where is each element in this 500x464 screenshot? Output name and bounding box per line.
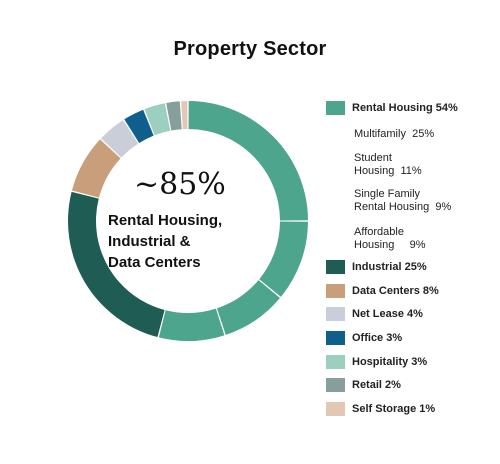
- legend-value: 54%: [435, 102, 458, 114]
- legend-value: 9%: [409, 239, 426, 251]
- donut-slice-student: [259, 221, 308, 297]
- donut-slice-retail: [166, 101, 182, 131]
- legend-swatch: [326, 307, 345, 321]
- legend-subitem-affordable-housing: Affordable Housing 9%: [354, 226, 426, 252]
- legend-value: 1%: [419, 403, 436, 415]
- legend-swatch: [326, 331, 345, 345]
- donut-slice-industrial: [68, 191, 165, 338]
- donut-slice-office: [124, 109, 154, 144]
- legend-label: Rental Housing: [352, 102, 433, 114]
- legend-label: Data Centers: [352, 285, 420, 297]
- center-line-1: Rental Housing,: [108, 212, 223, 229]
- legend-subitem-multifamily: Multifamily 25%: [354, 128, 434, 141]
- donut-center-text: ~85% Rental Housing, Industrial & Data C…: [108, 168, 268, 273]
- legend-label: Hospitality: [352, 356, 409, 368]
- legend-label-line1: Student: [354, 152, 392, 164]
- legend-value: 25%: [412, 128, 435, 140]
- legend-swatch: [326, 101, 345, 115]
- legend-value: 11%: [400, 165, 422, 177]
- legend-label: Office: [352, 332, 384, 344]
- donut-slice-multifamily: [188, 101, 308, 221]
- legend-value: 8%: [422, 285, 439, 297]
- donut-slice-data-centers: [71, 139, 121, 198]
- legend-label-line2: Housing: [354, 239, 395, 251]
- donut-slice-hospitality: [144, 103, 171, 136]
- center-percentage: ~85%: [134, 167, 226, 202]
- legend-value: 3%: [386, 332, 403, 344]
- legend-value: 9%: [435, 201, 452, 213]
- legend-swatch: [326, 402, 345, 416]
- legend-swatch: [326, 378, 345, 392]
- center-line-2: Industrial &: [108, 233, 191, 250]
- donut-slice-self-storage: [181, 101, 188, 130]
- legend-swatch: [326, 260, 345, 274]
- legend-value: 2%: [385, 379, 401, 391]
- legend-label-line1: Affordable: [354, 226, 404, 238]
- legend-label-line2: Rental Housing: [354, 201, 430, 213]
- legend-label: Net Lease: [352, 308, 404, 320]
- chart-title: Property Sector: [173, 38, 327, 60]
- donut-slice-affordable: [158, 308, 225, 342]
- legend-subitem-student-housing: Student Housing 11%: [354, 152, 422, 178]
- legend-label: Self Storage: [352, 403, 417, 415]
- legend-subitem-single-family: Single Family Rental Housing 9%: [354, 188, 451, 214]
- legend-value: 3%: [411, 356, 428, 368]
- legend-label: Multifamily: [354, 128, 406, 140]
- legend-label: Industrial: [352, 261, 402, 273]
- legend-swatch: [326, 355, 345, 369]
- legend-label-line1: Single Family: [354, 188, 421, 200]
- donut-slice-net-lease: [101, 120, 139, 158]
- legend-label-line2: Housing: [354, 165, 395, 177]
- legend-label: Retail: [352, 379, 382, 391]
- donut-slice-single: [216, 280, 281, 335]
- legend-value: 25%: [404, 261, 427, 273]
- center-line-3: Data Centers: [108, 254, 201, 271]
- legend-value: 4%: [407, 308, 423, 320]
- legend-swatch: [326, 284, 345, 298]
